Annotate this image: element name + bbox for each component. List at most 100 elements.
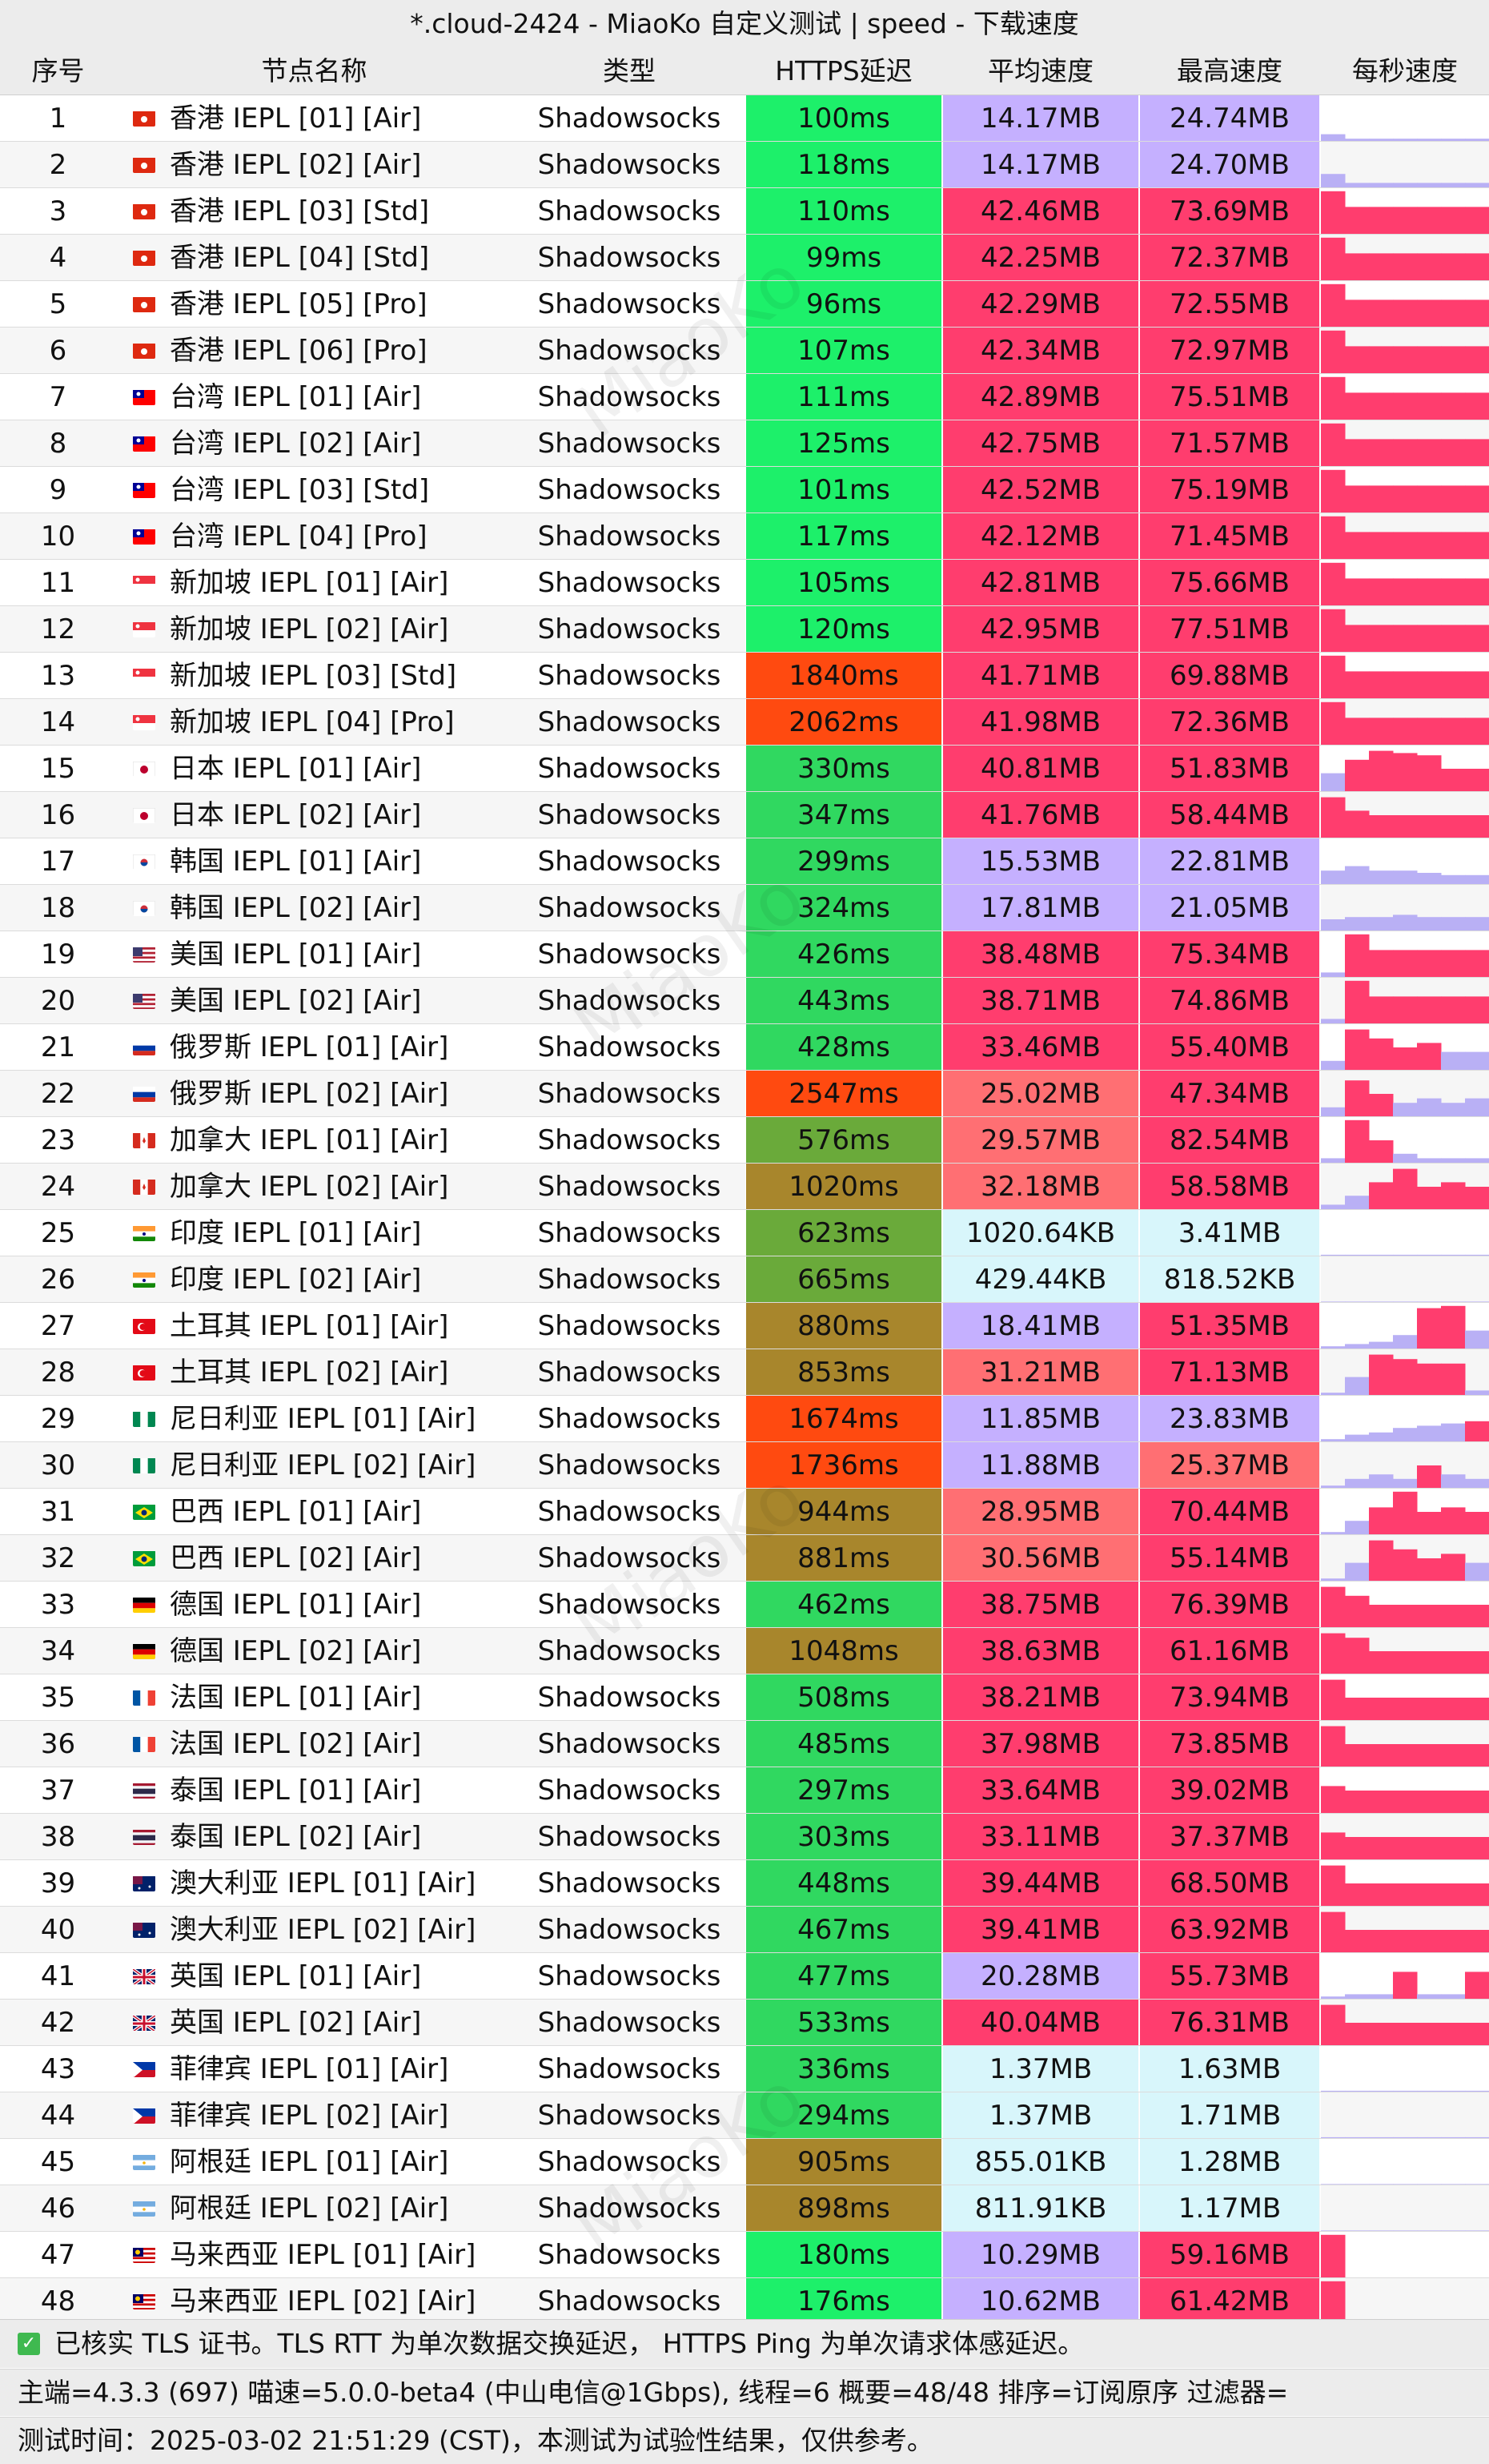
spark-bar	[1321, 972, 1346, 977]
avg-speed-cell: 18.41MB	[943, 1303, 1138, 1349]
spark-bar	[1369, 717, 1394, 745]
spark-bar	[1321, 609, 1346, 652]
spark-bar	[1465, 815, 1489, 838]
spark-bar	[1345, 1930, 1370, 1952]
per-second-sparkline	[1321, 606, 1489, 653]
table-row: 8 台湾 IEPL [02] [Air] Shadowsocks 125ms 42.75…	[0, 420, 1489, 467]
spark-bar	[1345, 578, 1370, 605]
node-type: Shadowsocks	[537, 1682, 721, 1714]
spark-bar	[1393, 1168, 1418, 1209]
spark-bar	[1321, 2004, 1346, 2045]
spark-bar	[1321, 134, 1346, 141]
spark-bar	[1369, 1354, 1394, 1395]
latency-cell: 944ms	[746, 1489, 941, 1535]
spark-bar	[1393, 2184, 1418, 2185]
latency-cell: 125ms	[746, 420, 941, 467]
spark-bar	[1441, 1837, 1466, 1859]
node-name: 巴西 IEPL [01] [Air]	[170, 1496, 422, 1528]
spark-bar	[1369, 2184, 1394, 2185]
spark-bar	[1345, 1595, 1370, 1627]
spark-bar	[1417, 996, 1442, 1023]
spark-bar	[1441, 1930, 1466, 1952]
per-second-sparkline	[1321, 374, 1489, 420]
row-index: 30	[40, 1449, 76, 1481]
avg-speed-cell: 1.37MB	[943, 2092, 1138, 2139]
spark-bar	[1345, 759, 1370, 791]
spark-bar	[1465, 532, 1489, 559]
flag-de-icon	[133, 1597, 155, 1613]
avg-speed-cell: 38.21MB	[943, 1674, 1138, 1721]
max-speed-cell: 47.34MB	[1140, 1071, 1319, 1117]
latency-cell: 303ms	[746, 1814, 941, 1860]
node-type: Shadowsocks	[537, 149, 721, 181]
spark-bar	[1345, 485, 1370, 512]
header-avg-speed: 平均速度	[988, 55, 1094, 86]
row-index: 23	[40, 1124, 76, 1156]
spark-bar	[1441, 1605, 1466, 1627]
avg-speed-cell: 38.63MB	[943, 1628, 1138, 1674]
node-name: 韩国 IEPL [02] [Air]	[170, 892, 422, 924]
per-second-sparkline	[1321, 1721, 1489, 1767]
row-index: 32	[40, 1542, 76, 1574]
max-speed-cell: 69.88MB	[1140, 653, 1319, 699]
per-second-sparkline	[1321, 1489, 1489, 1535]
latency-cell: 576ms	[746, 1117, 941, 1164]
spark-bar	[1345, 1562, 1370, 1581]
spark-bar	[1345, 532, 1370, 559]
spark-bar	[1393, 870, 1418, 884]
per-second-sparkline	[1321, 1628, 1489, 1674]
spark-bar	[1441, 671, 1466, 698]
spark-bar	[1465, 1330, 1489, 1349]
row-index: 26	[40, 1264, 76, 1296]
per-second-sparkline	[1321, 1535, 1489, 1582]
spark-bar	[1393, 1698, 1418, 1720]
node-type: Shadowsocks	[537, 1867, 721, 1899]
spark-bar	[1321, 1254, 1346, 1256]
spark-bar	[1441, 1994, 1466, 1999]
node-name: 阿根廷 IEPL [02] [Air]	[170, 2193, 449, 2225]
per-second-sparkline	[1321, 1442, 1489, 1489]
latency-cell: 96ms	[746, 281, 941, 328]
spark-bar	[1345, 346, 1370, 373]
avg-speed-cell: 30.56MB	[943, 1535, 1138, 1582]
node-name: 台湾 IEPL [01] [Air]	[170, 381, 422, 413]
table-row: 39 澳大利亚 IEPL [01] [Air] Shadowsocks 448ms 39…	[0, 1860, 1489, 1907]
max-speed-cell: 51.35MB	[1140, 1303, 1319, 1349]
avg-speed-cell: 25.02MB	[943, 1071, 1138, 1117]
avg-speed-cell: 33.46MB	[943, 1024, 1138, 1071]
spark-bar	[1465, 1791, 1489, 1813]
spark-bar	[1417, 485, 1442, 512]
table-row: 33 德国 IEPL [01] [Air] Shadowsocks 462ms 38.7…	[0, 1582, 1489, 1628]
flag-sg-icon	[133, 621, 155, 637]
row-index: 37	[40, 1775, 76, 1807]
flag-ru-icon	[133, 1086, 155, 1102]
spark-bar	[1465, 1972, 1489, 1999]
spark-bar	[1345, 810, 1370, 838]
flag-us-icon	[133, 947, 155, 963]
footer-line2: 主端=4.3.3 (697) 喵速=5.0.0-beta4 (中山电信@1Gbp…	[18, 2377, 1289, 2408]
row-index: 12	[40, 613, 76, 645]
max-speed-cell: 75.51MB	[1140, 374, 1319, 420]
table-row: 18 韩国 IEPL [02] [Air] Shadowsocks 324ms 17.8…	[0, 885, 1489, 931]
row-index: 11	[40, 567, 76, 599]
max-speed-cell: 75.19MB	[1140, 467, 1319, 513]
flag-jp-icon	[133, 807, 155, 823]
spark-bar	[1441, 207, 1466, 234]
latency-cell: 111ms	[746, 374, 941, 420]
spark-bar	[1441, 1474, 1466, 1488]
node-type: Shadowsocks	[537, 335, 721, 367]
spark-bar	[1393, 996, 1418, 1023]
node-name: 加拿大 IEPL [01] [Air]	[170, 1124, 449, 1156]
node-type: Shadowsocks	[537, 521, 721, 553]
per-second-sparkline	[1321, 420, 1489, 467]
node-type: Shadowsocks	[537, 381, 721, 413]
spark-bar	[1465, 392, 1489, 420]
node-type: Shadowsocks	[537, 1914, 721, 1946]
row-index: 46	[40, 2193, 76, 2225]
spark-bar	[1345, 2230, 1370, 2231]
flag-tw-icon	[133, 389, 155, 405]
row-index: 14	[40, 706, 76, 738]
node-type: Shadowsocks	[537, 846, 721, 878]
spark-bar	[1393, 671, 1418, 698]
node-type: Shadowsocks	[537, 102, 721, 135]
